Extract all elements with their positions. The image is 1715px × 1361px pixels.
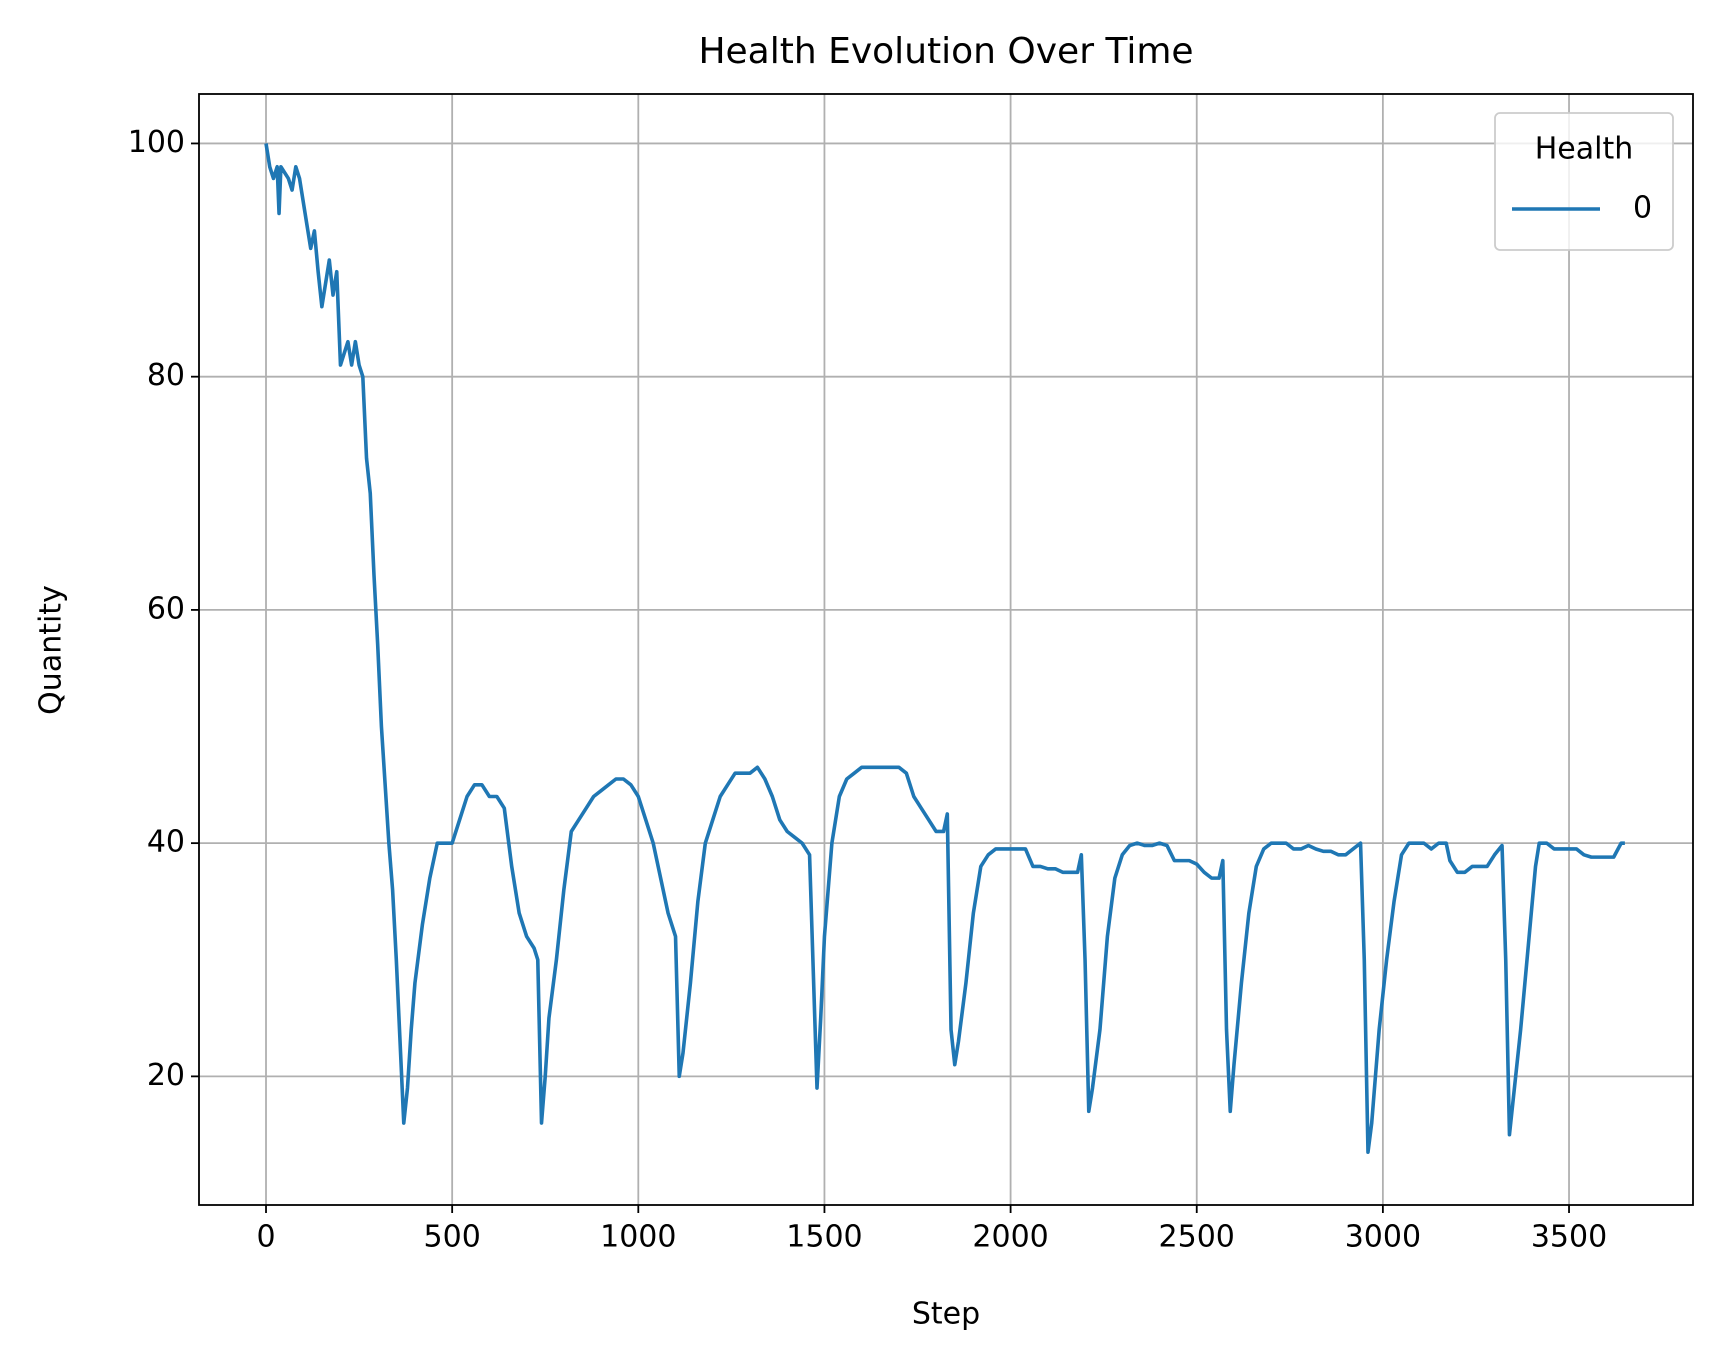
legend-label: 0: [1633, 191, 1652, 226]
y-tick-label: 40: [147, 825, 185, 860]
x-tick-label: 2000: [972, 1220, 1048, 1255]
plot-frame: [198, 93, 1694, 1206]
x-axis-label: Step: [912, 1297, 980, 1332]
x-tick-label: 1500: [786, 1220, 862, 1255]
x-tick-label: 3000: [1345, 1220, 1421, 1255]
y-tick-label: 20: [147, 1058, 185, 1093]
y-axis-label: Quantity: [34, 585, 69, 715]
y-tick-label: 60: [147, 591, 185, 626]
x-tick-label: 0: [256, 1220, 275, 1255]
series-line: [264, 143, 1625, 1154]
y-tick-label: 100: [128, 125, 185, 160]
x-tick-label: 3500: [1531, 1220, 1607, 1255]
legend-box: [1494, 112, 1674, 251]
legend-title: Health: [1535, 132, 1634, 167]
x-tick-label: 1000: [600, 1220, 676, 1255]
chart-title: Health Evolution Over Time: [698, 31, 1193, 72]
y-tick-label: 80: [147, 358, 185, 393]
x-tick-label: 500: [424, 1220, 481, 1255]
x-tick-label: 2500: [1159, 1220, 1235, 1255]
